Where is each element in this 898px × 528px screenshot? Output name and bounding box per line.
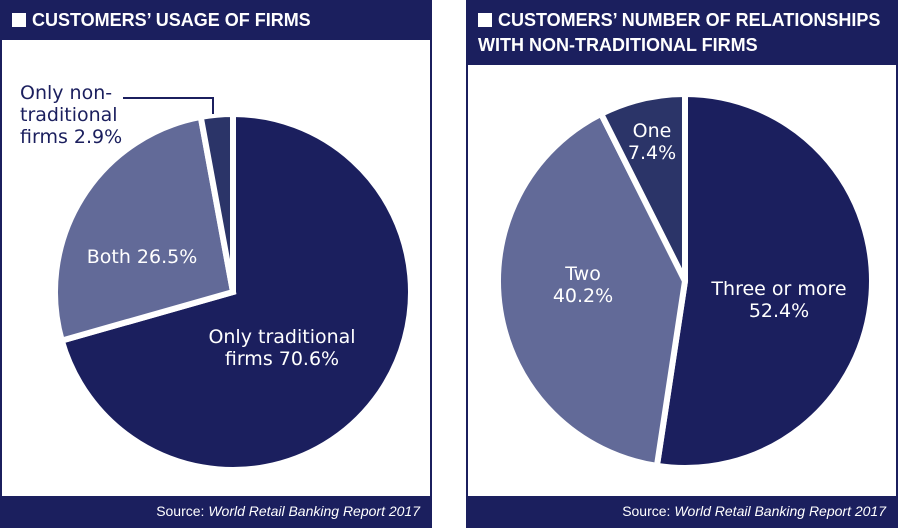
source-prefix: Source: [156, 503, 205, 519]
slice-label: Only traditional firms 70.6% [208, 326, 355, 370]
source-footer: Source: World Retail Banking Report 2017 [2, 496, 430, 526]
pie-slice [197, 110, 236, 293]
slice-label-line: firms 2.9% [20, 126, 122, 148]
slice-label-line: Only traditional [208, 326, 355, 348]
slice-label-line: traditional [20, 104, 118, 126]
slice-label-line: Three or more [710, 278, 846, 300]
source-title: World Retail Banking Report 2017 [674, 503, 886, 519]
source-title: World Retail Banking Report 2017 [208, 503, 420, 519]
pie-slice [653, 90, 875, 471]
panel-header: CUSTOMERS’ NUMBER OF RELATIONSHIPS WITH … [468, 2, 896, 65]
slice-label: Three or more 52.4% [710, 278, 846, 322]
chart-title: CUSTOMERS’ NUMBER OF RELATIONSHIPS WITH … [478, 10, 881, 55]
pie-chart [52, 110, 414, 473]
pie-slice [495, 109, 689, 470]
slice-label: Both 26.5% [87, 246, 198, 268]
slice-label: One 7.4% [628, 120, 676, 164]
panel-header: CUSTOMERS’ USAGE OF FIRMS [2, 2, 430, 40]
slice-label: Two 40.2% [553, 263, 613, 307]
chart-title: CUSTOMERS’ USAGE OF FIRMS [32, 10, 311, 30]
pie-chart [495, 90, 875, 471]
square-bullet-icon [478, 13, 492, 27]
square-bullet-icon [12, 13, 26, 27]
source-footer: Source: World Retail Banking Report 2017 [468, 496, 896, 526]
slice-label: Only non-traditional firms 2.9% [20, 82, 122, 148]
slice-label-line: Both 26.5% [87, 246, 198, 268]
slice-label-line: One [633, 120, 672, 142]
slice-label-line: 7.4% [628, 142, 676, 164]
slice-label-line: firms 70.6% [225, 348, 339, 370]
slice-label-line: 40.2% [553, 285, 613, 307]
slice-label-line: 52.4% [749, 300, 809, 322]
pie-slice [597, 90, 688, 283]
slice-label-line: Two [564, 263, 601, 285]
pie-slice [52, 113, 237, 345]
slice-label-line: Only non- [20, 82, 112, 104]
leader-line [123, 97, 214, 114]
source-prefix: Source: [622, 503, 671, 519]
pie-slice [58, 110, 414, 473]
